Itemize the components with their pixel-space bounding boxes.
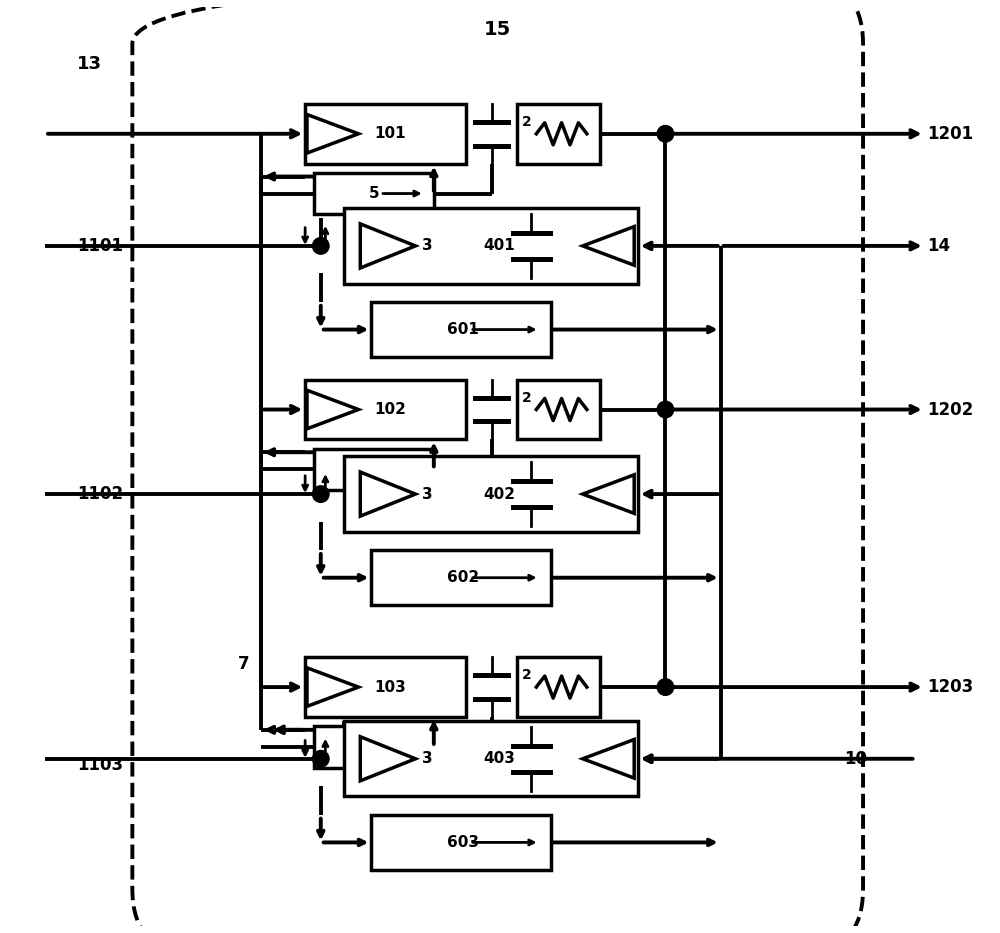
Text: 1101: 1101	[77, 237, 123, 255]
Text: 102: 102	[374, 402, 406, 417]
Text: 2: 2	[522, 391, 532, 405]
Circle shape	[657, 401, 674, 418]
FancyBboxPatch shape	[371, 815, 551, 870]
Polygon shape	[360, 472, 415, 516]
FancyBboxPatch shape	[344, 721, 638, 797]
Text: 1201: 1201	[927, 125, 974, 143]
Polygon shape	[583, 227, 634, 265]
Polygon shape	[360, 224, 415, 268]
Text: 601: 601	[447, 322, 478, 337]
Text: 1102: 1102	[77, 485, 123, 503]
Text: 2: 2	[522, 115, 532, 129]
FancyBboxPatch shape	[371, 550, 551, 606]
FancyBboxPatch shape	[305, 657, 466, 717]
Text: 5: 5	[369, 462, 379, 477]
Circle shape	[657, 126, 674, 142]
Circle shape	[657, 679, 674, 695]
Circle shape	[313, 750, 329, 767]
Text: 1202: 1202	[927, 400, 974, 419]
Text: 101: 101	[374, 126, 406, 141]
Polygon shape	[583, 740, 634, 778]
Text: 5: 5	[369, 739, 379, 754]
Text: 403: 403	[483, 751, 515, 766]
Text: 3: 3	[422, 751, 433, 766]
FancyBboxPatch shape	[517, 380, 600, 439]
Text: 1103: 1103	[77, 757, 123, 774]
FancyBboxPatch shape	[314, 173, 434, 215]
Polygon shape	[307, 115, 358, 153]
Polygon shape	[583, 475, 634, 513]
FancyBboxPatch shape	[314, 449, 434, 490]
Text: 603: 603	[447, 835, 479, 850]
Text: 13: 13	[77, 55, 102, 73]
Text: 3: 3	[422, 487, 433, 502]
Text: 14: 14	[927, 237, 951, 255]
Polygon shape	[360, 737, 415, 781]
Text: 10: 10	[845, 750, 868, 768]
Text: 5: 5	[369, 186, 379, 201]
FancyBboxPatch shape	[517, 104, 600, 163]
Text: 7: 7	[238, 655, 250, 673]
Text: 1203: 1203	[927, 678, 974, 696]
FancyBboxPatch shape	[517, 657, 600, 717]
FancyBboxPatch shape	[344, 456, 638, 532]
Text: 402: 402	[483, 487, 515, 502]
FancyBboxPatch shape	[305, 380, 466, 439]
Polygon shape	[307, 668, 358, 706]
Circle shape	[313, 486, 329, 502]
Polygon shape	[307, 390, 358, 429]
Text: 3: 3	[422, 239, 433, 254]
Text: 602: 602	[447, 570, 479, 585]
Text: 401: 401	[483, 239, 515, 254]
Circle shape	[313, 238, 329, 254]
FancyBboxPatch shape	[305, 104, 466, 163]
Text: 15: 15	[484, 21, 511, 39]
FancyBboxPatch shape	[371, 302, 551, 357]
Text: 103: 103	[374, 679, 406, 694]
FancyBboxPatch shape	[314, 726, 434, 768]
Text: 2: 2	[522, 668, 532, 682]
FancyBboxPatch shape	[344, 208, 638, 284]
